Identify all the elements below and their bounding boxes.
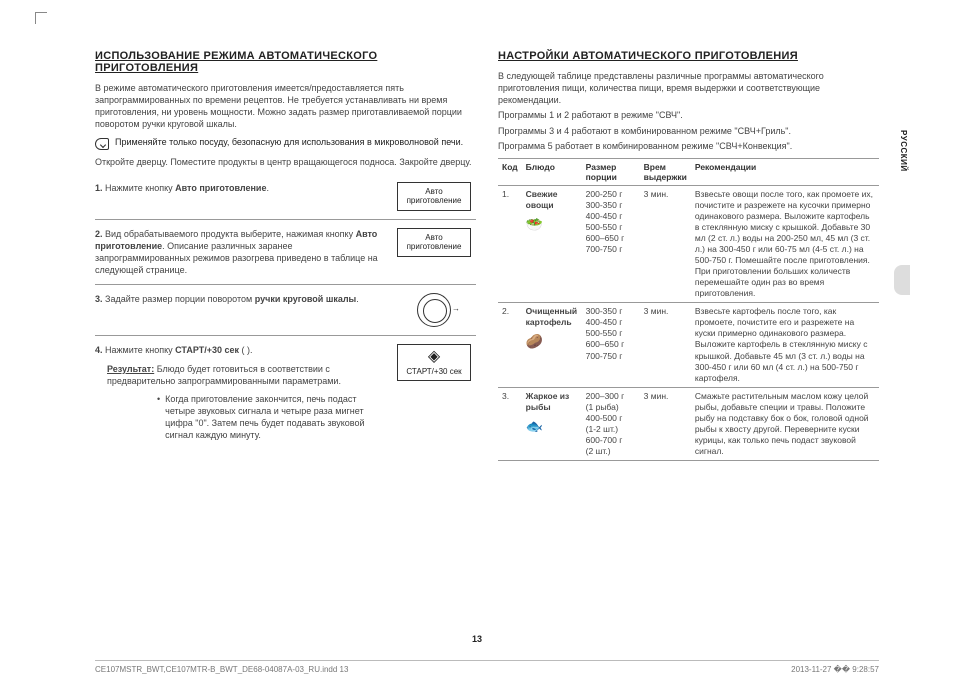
step-1: 1. Нажмите кнопку Авто приготовление. Ав… xyxy=(95,174,476,220)
auto-cook-button-graphic: Авто приготовление xyxy=(397,182,471,211)
right-column: НАСТРОЙКИ АВТОМАТИЧЕСКОГО ПРИГОТОВЛЕНИЯ … xyxy=(498,50,879,630)
start-button-graphic: ◈ СТАРТ/+30 сек xyxy=(397,344,471,381)
step-num: 3. xyxy=(95,294,103,304)
step-num: 4. xyxy=(95,345,103,355)
dish-icon: 🥗 xyxy=(526,215,578,233)
th-portion: Размер порции xyxy=(582,158,640,185)
cell-rec: Смажьте растительным маслом кожу целой р… xyxy=(691,387,879,460)
cell-code: 3. xyxy=(498,387,522,460)
note-text: Применяйте только посуду, безопасную для… xyxy=(115,137,463,147)
cell-code: 1. xyxy=(498,185,522,302)
th-dish: Блюдо xyxy=(522,158,582,185)
th-hold: Врем выдержки xyxy=(640,158,691,185)
footer-timestamp: 2013-11-27 �� 9:28:57 xyxy=(791,665,879,674)
bullet-dot: • xyxy=(157,393,160,442)
diamond-icon: ◈ xyxy=(404,349,464,365)
language-tab: РУССКИЙ xyxy=(899,130,908,172)
step-num: 1. xyxy=(95,183,103,193)
page-number: 13 xyxy=(472,634,482,644)
left-section-title: ИСПОЛЬЗОВАНИЕ РЕЖИМА АВТОМАТИЧЕСКОГО ПРИ… xyxy=(95,50,476,74)
cell-dish: Очищенный картофель🥔 xyxy=(522,303,582,387)
result-bullet: • Когда приготовление закончится, печь п… xyxy=(95,393,382,442)
open-door-text: Откройте дверцу. Поместите продукты в це… xyxy=(95,156,476,168)
step-4: 4. Нажмите кнопку СТАРТ/+30 сек ( ). Рез… xyxy=(95,336,476,449)
step-num: 2. xyxy=(95,229,103,239)
cell-portion: 200-250 г 300-350 г 400-450 г 500-550 г … xyxy=(582,185,640,302)
left-intro: В режиме автоматического приготовления и… xyxy=(95,82,476,131)
right-intro-2: Программы 1 и 2 работают в режиме "СВЧ". xyxy=(498,109,879,121)
dish-icon: 🥔 xyxy=(526,332,578,350)
cell-hold: 3 мин. xyxy=(640,303,691,387)
cell-hold: 3 мин. xyxy=(640,185,691,302)
note-row: Применяйте только посуду, безопасную для… xyxy=(95,137,476,150)
cell-rec: Взвесьте картофель после того, как промо… xyxy=(691,303,879,387)
th-rec: Рекомендации xyxy=(691,158,879,185)
table-row: 3.Жаркое из рыбы🐟200–300 г (1 рыба) 400-… xyxy=(498,387,879,460)
dial-icon xyxy=(417,293,451,327)
settings-table: Код Блюдо Размер порции Врем выдержки Ре… xyxy=(498,158,879,461)
step-2: 2. Вид обрабатываемого продукта выберите… xyxy=(95,220,476,286)
cell-portion: 200–300 г (1 рыба) 400-500 г (1-2 шт.) 6… xyxy=(582,387,640,460)
cell-rec: Взвесьте овощи после того, как промоете … xyxy=(691,185,879,302)
right-intro-4: Программа 5 работает в комбинированном р… xyxy=(498,140,879,152)
steps-list: 1. Нажмите кнопку Авто приготовление. Ав… xyxy=(95,174,476,450)
glove-icon xyxy=(95,138,109,150)
result-label: Результат: xyxy=(107,364,154,374)
cell-hold: 3 мин. xyxy=(640,387,691,460)
side-notch xyxy=(894,265,910,295)
cell-dish: Жаркое из рыбы🐟 xyxy=(522,387,582,460)
right-intro-1: В следующей таблице представлены различн… xyxy=(498,70,879,106)
step-3: 3. Задайте размер порции поворотом ручки… xyxy=(95,285,476,336)
right-intro-3: Программы 3 и 4 работают в комбинированн… xyxy=(498,125,879,137)
table-row: 2.Очищенный картофель🥔300-350 г 400-450 … xyxy=(498,303,879,387)
right-section-title: НАСТРОЙКИ АВТОМАТИЧЕСКОГО ПРИГОТОВЛЕНИЯ xyxy=(498,50,879,62)
th-code: Код xyxy=(498,158,522,185)
auto-cook-button-graphic: Авто приготовление xyxy=(397,228,471,257)
cell-code: 2. xyxy=(498,303,522,387)
cell-dish: Свежие овощи🥗 xyxy=(522,185,582,302)
footer: CE107MSTR_BWT,CE107MTR-B_BWT_DE68-04087A… xyxy=(95,660,879,674)
crop-mark xyxy=(35,12,47,24)
page-content: ИСПОЛЬЗОВАНИЕ РЕЖИМА АВТОМАТИЧЕСКОГО ПРИ… xyxy=(95,50,879,630)
table-row: 1.Свежие овощи🥗200-250 г 300-350 г 400-4… xyxy=(498,185,879,302)
dish-icon: 🐟 xyxy=(526,417,578,435)
left-column: ИСПОЛЬЗОВАНИЕ РЕЖИМА АВТОМАТИЧЕСКОГО ПРИ… xyxy=(95,50,476,630)
cell-portion: 300-350 г 400-450 г 500-550 г 600–650 г … xyxy=(582,303,640,387)
footer-file: CE107MSTR_BWT,CE107MTR-B_BWT_DE68-04087A… xyxy=(95,665,348,674)
